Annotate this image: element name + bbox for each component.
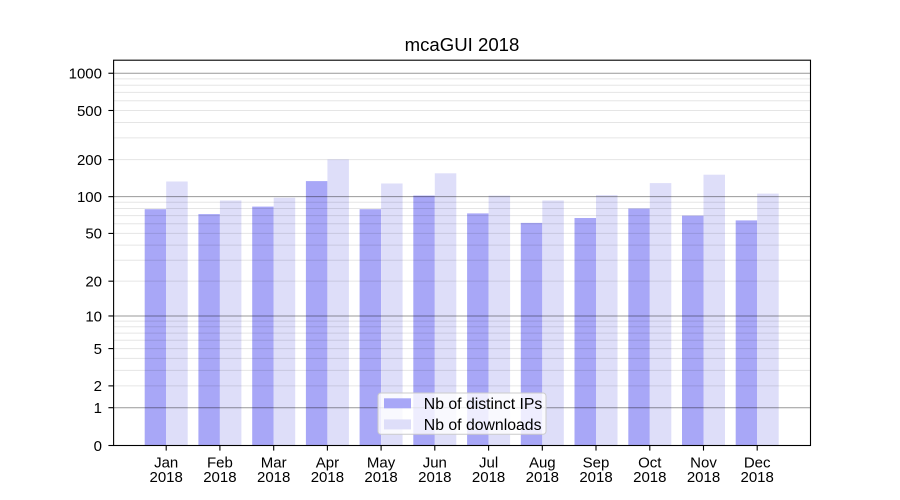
svg-text:Aug: Aug: [529, 455, 556, 472]
svg-text:Sep: Sep: [583, 455, 610, 472]
svg-text:Nov: Nov: [690, 455, 717, 472]
svg-text:Jan: Jan: [154, 455, 178, 472]
svg-text:2018: 2018: [418, 469, 451, 486]
svg-text:1: 1: [94, 400, 102, 417]
svg-text:mcaGUI 2018: mcaGUI 2018: [405, 34, 520, 55]
svg-text:2018: 2018: [633, 469, 666, 486]
svg-text:2018: 2018: [526, 469, 559, 486]
svg-text:20: 20: [85, 273, 102, 290]
svg-text:2018: 2018: [579, 469, 612, 486]
svg-text:Dec: Dec: [744, 455, 771, 472]
svg-text:Apr: Apr: [316, 455, 339, 472]
svg-text:2018: 2018: [257, 469, 290, 486]
svg-text:2018: 2018: [311, 469, 344, 486]
svg-text:2018: 2018: [741, 469, 774, 486]
svg-text:Jun: Jun: [423, 455, 447, 472]
svg-text:500: 500: [77, 103, 102, 120]
svg-text:0: 0: [94, 438, 102, 455]
svg-text:Nb of distinct IPs: Nb of distinct IPs: [424, 396, 543, 413]
svg-text:5: 5: [94, 341, 102, 358]
svg-text:2: 2: [94, 378, 102, 395]
svg-text:Nb of downloads: Nb of downloads: [424, 417, 542, 434]
svg-text:2018: 2018: [203, 469, 236, 486]
svg-text:2018: 2018: [364, 469, 397, 486]
svg-text:50: 50: [85, 226, 102, 243]
svg-text:Jul: Jul: [479, 455, 498, 472]
svg-text:2018: 2018: [472, 469, 505, 486]
svg-text:1000: 1000: [69, 66, 102, 83]
svg-text:Mar: Mar: [261, 455, 287, 472]
svg-text:May: May: [367, 455, 396, 472]
svg-text:100: 100: [77, 189, 102, 206]
svg-text:200: 200: [77, 152, 102, 169]
svg-text:10: 10: [85, 308, 102, 325]
svg-text:2018: 2018: [150, 469, 183, 486]
svg-text:2018: 2018: [687, 469, 720, 486]
svg-text:Oct: Oct: [638, 455, 662, 472]
svg-text:Feb: Feb: [207, 455, 233, 472]
